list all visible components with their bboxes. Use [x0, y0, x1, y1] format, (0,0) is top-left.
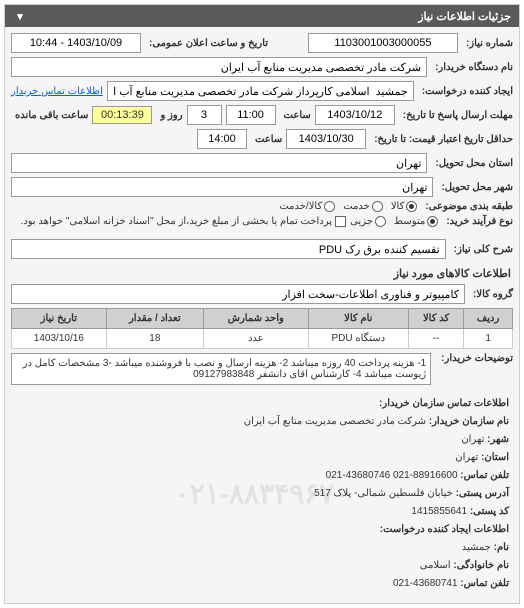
radio-goods-service[interactable]: کالا/خدمت — [279, 201, 335, 212]
info-address: آدرس پستی: خیابان فلسطین شمالی- پلاک 517 — [15, 485, 509, 502]
contact-info-header-text: اطلاعات تماس سازمان خریدار: — [379, 398, 509, 409]
row-province: استان محل تحویل: — [11, 153, 513, 173]
panel-body: شماره نیاز: تاریخ و ساعت اعلان عمومی: نا… — [5, 27, 519, 603]
row-category: طبقه بندی موضوعی: کالا خدمت کالا/خدمت — [11, 201, 513, 212]
buyer-org-label: نام دستگاه خریدار: — [435, 62, 513, 73]
radio-goods-label: کالا — [391, 201, 405, 212]
city-input[interactable] — [11, 177, 433, 197]
goods-group-label: گروه کالا: — [473, 289, 513, 300]
days-remaining-label: روز و — [160, 110, 182, 121]
province-input[interactable] — [11, 153, 427, 173]
row-buyer-org: نام دستگاه خریدار: — [11, 57, 513, 77]
cell-unit: عدد — [204, 329, 309, 349]
row-deadline: مهلت ارسال پاسخ تا تاریخ: ساعت روز و 00:… — [11, 105, 513, 125]
contact-info-block: ۰۲۱-۸۸۳۴۹۶۷۰ اطلاعات تماس سازمان خریدار:… — [11, 391, 513, 597]
time-remaining: 00:13:39 — [92, 106, 152, 124]
radio-service[interactable]: خدمت — [343, 201, 383, 212]
time-remaining-label: ساعت باقی مانده — [15, 110, 88, 121]
details-panel: جزئیات اطلاعات نیاز ▾ شماره نیاز: تاریخ … — [4, 4, 520, 604]
buyer-org-input[interactable] — [11, 57, 427, 77]
radio-medium-circle — [427, 216, 438, 227]
goods-section-title: اطلاعات کالاهای مورد نیاز — [11, 263, 513, 284]
row-need-number: شماره نیاز: تاریخ و ساعت اعلان عمومی: — [11, 33, 513, 53]
city-label: شهر محل تحویل: — [441, 182, 513, 193]
info-province: استان: تهران — [15, 449, 509, 466]
need-number-label: شماره نیاز: — [466, 38, 513, 49]
cell-code: -- — [408, 329, 463, 349]
validity-label: حداقل تاریخ اعتبار قیمت: تا تاریخ: — [374, 134, 513, 145]
datetime-input[interactable] — [11, 33, 141, 53]
process-note-checkbox[interactable]: پرداخت تمام یا بخشی از مبلغ خرید،از محل … — [20, 216, 346, 227]
info-creator-phone: تلفن تماس: 43680741-021 — [15, 575, 509, 592]
goods-group-input[interactable] — [11, 284, 465, 304]
notes-block: توضیحات خریدار: 1- هزینه پرداخت 40 روزه … — [11, 353, 513, 385]
category-radio-group: کالا خدمت کالا/خدمت — [279, 201, 417, 212]
cell-name: دستگاه PDU — [308, 329, 408, 349]
row-city: شهر محل تحویل: — [11, 177, 513, 197]
validity-date-input[interactable] — [286, 129, 366, 149]
radio-small-circle — [375, 216, 386, 227]
info-lastname: نام خانوادگی: اسلامی — [15, 557, 509, 574]
notes-text: 1- هزینه پرداخت 40 روزه میباشد 2- هزینه … — [11, 353, 431, 385]
radio-goods[interactable]: کالا — [391, 201, 418, 212]
info-postal: کد پستی: 1415855641 — [15, 503, 509, 520]
deadline-date-input[interactable] — [315, 105, 395, 125]
process-note-text: پرداخت تمام یا بخشی از مبلغ خرید،از محل … — [20, 216, 332, 227]
info-org: نام سازمان خریدار: شرکت مادر تخصصی مدیری… — [15, 413, 509, 430]
radio-medium-label: متوسط — [394, 216, 425, 227]
row-general-desc: شرح کلی نیاز: — [11, 239, 513, 259]
datetime-label: تاریخ و ساعت اعلان عمومی: — [149, 38, 268, 49]
deadline-time-label: ساعت — [284, 110, 311, 121]
info-name: نام: جمشید — [15, 539, 509, 556]
radio-service-circle — [372, 201, 383, 212]
process-label: نوع فرآیند خرید: — [446, 216, 513, 227]
creator-label: ایجاد کننده درخواست: — [422, 86, 513, 97]
table-row: 1 -- دستگاه PDU عدد 18 1403/10/16 — [12, 329, 513, 349]
radio-small[interactable]: جزیی — [350, 216, 386, 227]
days-remaining-input[interactable] — [187, 105, 222, 125]
province-label: استان محل تحویل: — [435, 158, 513, 169]
info-city: شهر: تهران — [15, 431, 509, 448]
radio-small-label: جزیی — [350, 216, 373, 227]
cell-qty: 18 — [106, 329, 203, 349]
general-desc-label: شرح کلی نیاز: — [454, 244, 513, 255]
process-note-box — [335, 216, 346, 227]
info-phone: تلفن تماس: 88916600-021 43680746-021 — [15, 467, 509, 484]
col-date: تاریخ نیاز — [12, 309, 107, 329]
col-unit: واحد شمارش — [204, 309, 309, 329]
row-creator: ایجاد کننده درخواست: اطلاعات تماس خریدار — [11, 81, 513, 101]
panel-header: جزئیات اطلاعات نیاز ▾ — [5, 5, 519, 27]
validity-time-input[interactable] — [197, 129, 247, 149]
radio-goods-service-label: کالا/خدمت — [279, 201, 322, 212]
row-goods-group: گروه کالا: — [11, 284, 513, 304]
general-desc-input[interactable] — [11, 239, 446, 259]
need-number-input[interactable] — [308, 33, 458, 53]
table-header-row: ردیف کد کالا نام کالا واحد شمارش تعداد /… — [12, 309, 513, 329]
panel-title: جزئیات اطلاعات نیاز — [418, 10, 511, 23]
col-code: کد کالا — [408, 309, 463, 329]
creator-input[interactable] — [107, 81, 414, 101]
notes-label: توضیحات خریدار: — [441, 353, 513, 364]
category-label: طبقه بندی موضوعی: — [425, 201, 513, 212]
col-name: نام کالا — [308, 309, 408, 329]
radio-goods-service-circle — [324, 201, 335, 212]
validity-time-label: ساعت — [255, 134, 282, 145]
deadline-label: مهلت ارسال پاسخ تا تاریخ: — [403, 110, 513, 121]
radio-goods-circle — [406, 201, 417, 212]
contact-info-header: اطلاعات تماس سازمان خریدار: — [15, 395, 509, 412]
contact-link[interactable]: اطلاعات تماس خریدار — [11, 86, 103, 97]
cell-row: 1 — [464, 329, 513, 349]
radio-service-label: خدمت — [343, 201, 370, 212]
cell-date: 1403/10/16 — [12, 329, 107, 349]
process-radio-group: متوسط جزیی — [350, 216, 438, 227]
creator-info-header: اطلاعات ایجاد کننده درخواست: — [15, 521, 509, 538]
col-qty: تعداد / مقدار — [106, 309, 203, 329]
deadline-time-input[interactable] — [226, 105, 276, 125]
goods-table: ردیف کد کالا نام کالا واحد شمارش تعداد /… — [11, 308, 513, 349]
col-row: ردیف — [464, 309, 513, 329]
collapse-icon[interactable]: ▾ — [13, 9, 27, 23]
row-validity: حداقل تاریخ اعتبار قیمت: تا تاریخ: ساعت — [11, 129, 513, 149]
radio-medium[interactable]: متوسط — [394, 216, 438, 227]
row-process: نوع فرآیند خرید: متوسط جزیی پرداخت تمام … — [11, 216, 513, 227]
